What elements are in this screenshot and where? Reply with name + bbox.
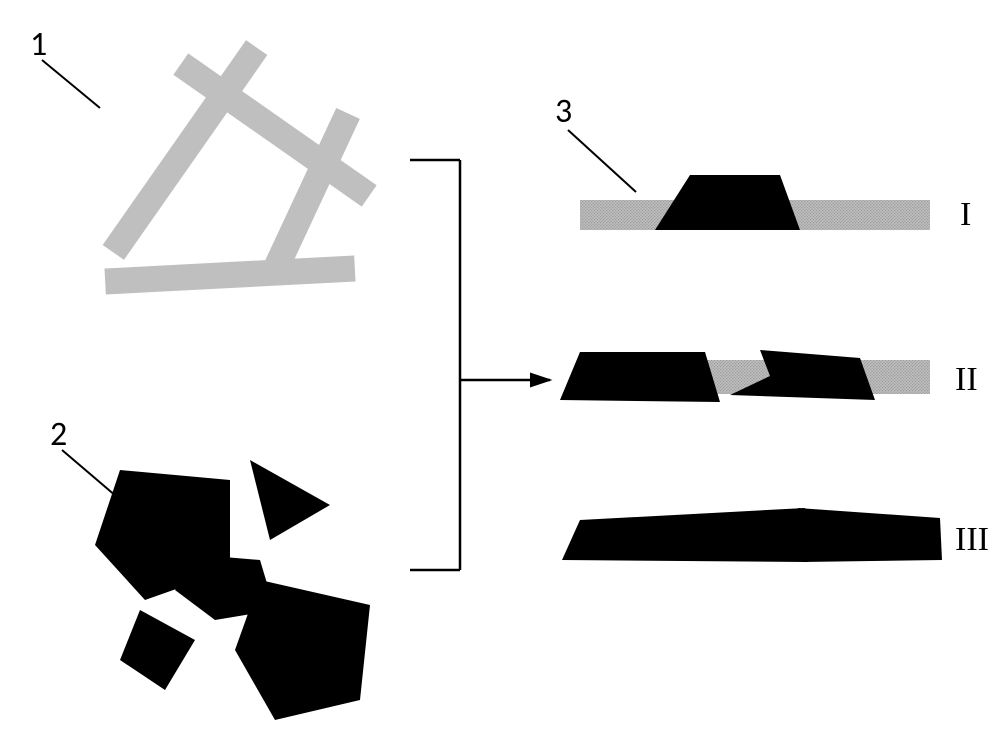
group-1-rods: [103, 40, 377, 294]
label-1: 1: [30, 24, 47, 65]
diagram-canvas: 1 2 3 I II III: [0, 0, 1000, 740]
label-2: 2: [50, 414, 67, 455]
label-3: 3: [555, 91, 572, 132]
shard: [120, 610, 195, 690]
combine-bracket: [410, 160, 550, 570]
roman-2: II: [955, 361, 978, 398]
shard: [250, 460, 330, 540]
shard: [235, 580, 370, 720]
roman-3: III: [955, 521, 989, 558]
roman-1: I: [960, 196, 971, 233]
rod: [104, 255, 355, 294]
result-row-3: [562, 508, 942, 562]
result-row-2: [560, 350, 930, 402]
result-row-1: [580, 175, 930, 230]
group-2-shards: [95, 460, 370, 720]
